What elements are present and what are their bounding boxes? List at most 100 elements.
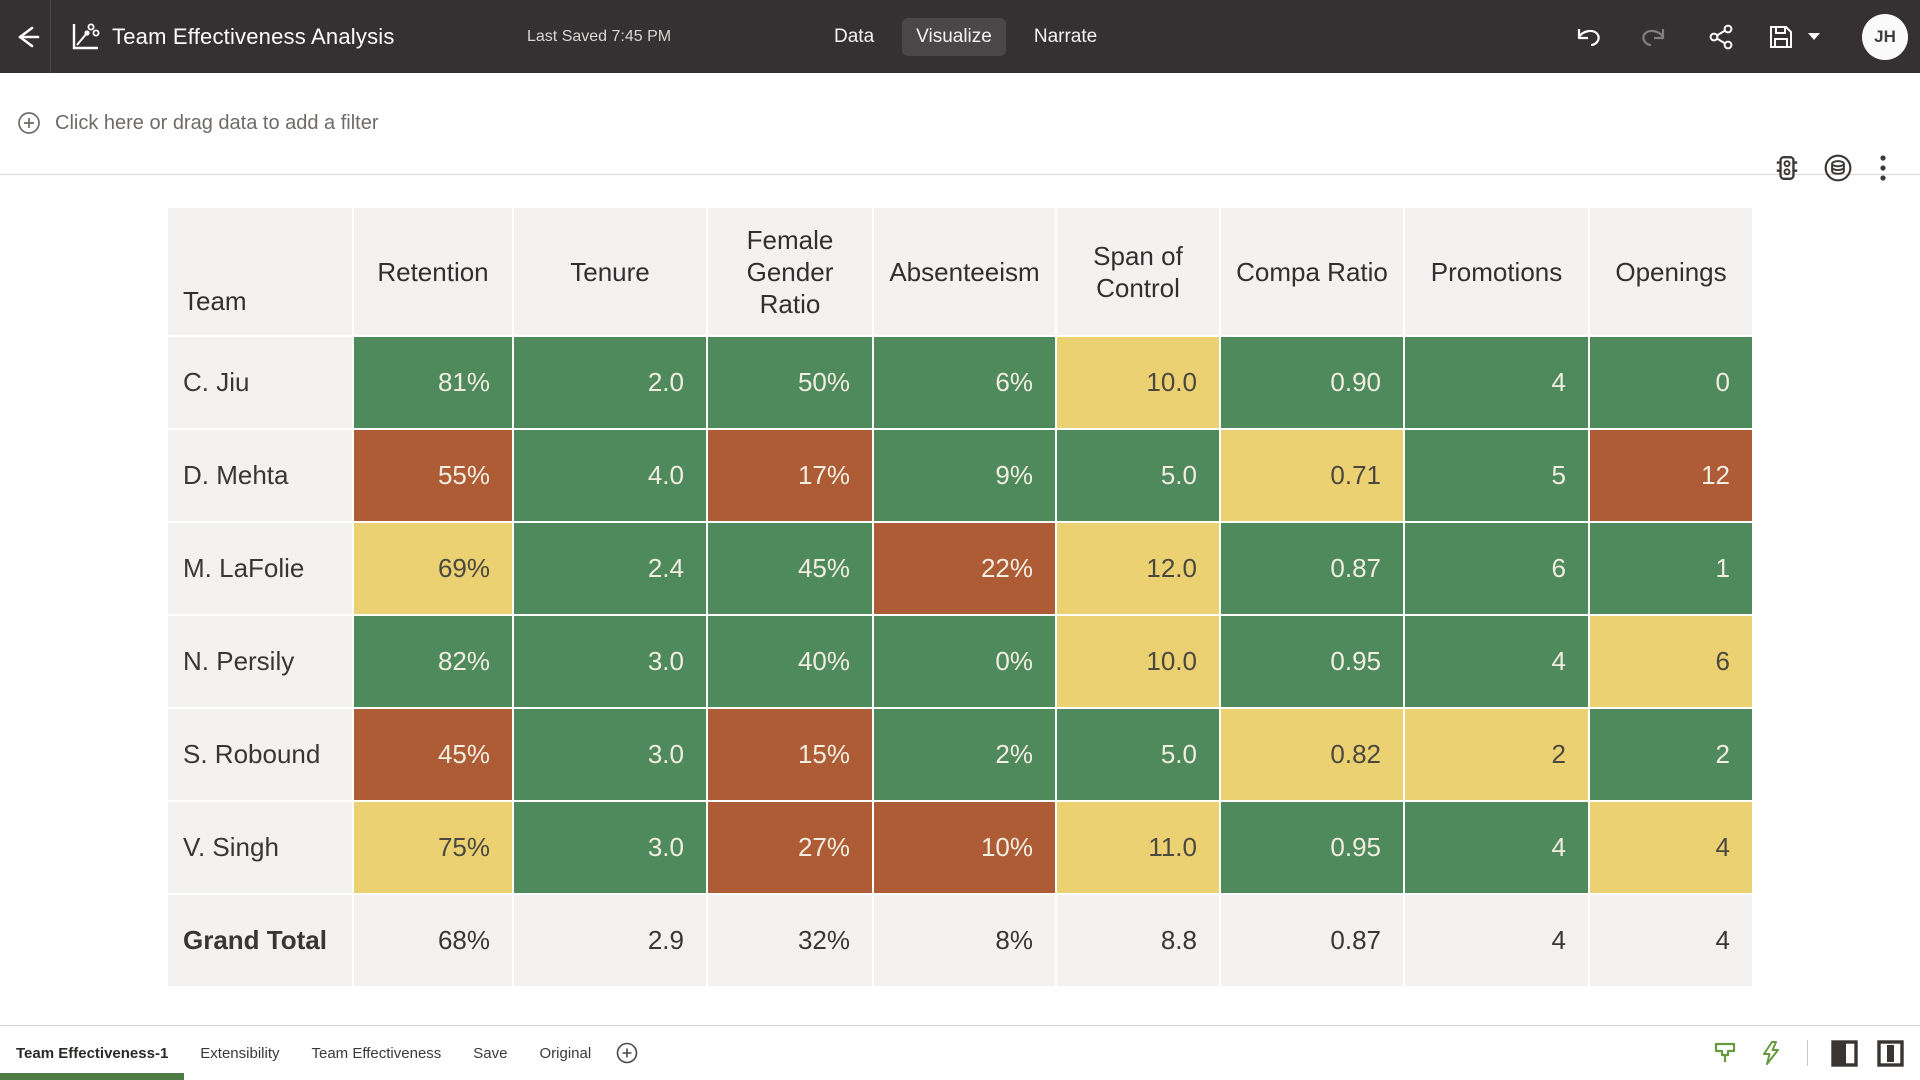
value-cell[interactable]: 2 bbox=[1590, 709, 1752, 800]
value-cell[interactable]: 40% bbox=[708, 616, 872, 707]
column-header[interactable]: Compa Ratio bbox=[1221, 208, 1403, 335]
value-cell[interactable]: 4.0 bbox=[514, 430, 706, 521]
canvas-tab[interactable]: Original bbox=[539, 1044, 592, 1062]
value-cell[interactable]: 2.0 bbox=[514, 337, 706, 428]
canvas-tab[interactable]: Team Effectiveness bbox=[311, 1044, 442, 1062]
column-header[interactable]: Absenteeism bbox=[874, 208, 1055, 335]
value-cell[interactable]: 0.71 bbox=[1221, 430, 1403, 521]
value-cell[interactable]: 2.4 bbox=[514, 523, 706, 614]
column-header[interactable]: Female Gender Ratio bbox=[708, 208, 872, 335]
value-cell[interactable]: 0.87 bbox=[1221, 523, 1403, 614]
visualization-status-icon bbox=[1776, 156, 1798, 180]
mode-tab-narrate[interactable]: Narrate bbox=[1033, 25, 1098, 47]
value-cell[interactable]: 4 bbox=[1405, 337, 1588, 428]
value-cell[interactable]: 5 bbox=[1405, 430, 1588, 521]
value-cell[interactable]: 2 bbox=[1405, 709, 1588, 800]
value-cell[interactable]: 9% bbox=[874, 430, 1055, 521]
canvas-tab[interactable]: Save bbox=[473, 1044, 508, 1062]
value-cell[interactable]: 12 bbox=[1590, 430, 1752, 521]
value-cell[interactable]: 12.0 bbox=[1057, 523, 1219, 614]
value-cell[interactable]: 81% bbox=[354, 337, 512, 428]
value-cell[interactable]: 10.0 bbox=[1057, 616, 1219, 707]
save-menu-button[interactable] bbox=[1800, 14, 1828, 60]
value-cell[interactable]: 0.95 bbox=[1221, 616, 1403, 707]
value-cell[interactable]: 27% bbox=[708, 802, 872, 893]
canvas-tab[interactable]: Extensibility bbox=[200, 1044, 280, 1062]
column-header[interactable]: Promotions bbox=[1405, 208, 1588, 335]
value-cell[interactable]: 45% bbox=[708, 523, 872, 614]
add-canvas-button[interactable] bbox=[607, 1026, 647, 1080]
mode-tabs: Data Visualize Narrate bbox=[820, 0, 1111, 73]
add-canvas-icon bbox=[616, 1042, 638, 1064]
data-refresh-button[interactable] bbox=[1821, 151, 1855, 185]
value-cell[interactable]: 6 bbox=[1590, 616, 1752, 707]
value-cell[interactable]: 55% bbox=[354, 430, 512, 521]
value-cell[interactable]: 4 bbox=[1405, 616, 1588, 707]
team-cell[interactable]: D. Mehta bbox=[168, 430, 352, 521]
brush-button[interactable] bbox=[1709, 1037, 1741, 1069]
last-saved-status: Last Saved 7:45 PM bbox=[527, 27, 672, 45]
value-cell[interactable]: 22% bbox=[874, 523, 1055, 614]
value-cell[interactable]: 82% bbox=[354, 616, 512, 707]
value-cell[interactable]: 5.0 bbox=[1057, 430, 1219, 521]
value-cell[interactable]: 0 bbox=[1590, 337, 1752, 428]
value-cell[interactable]: 3.0 bbox=[514, 802, 706, 893]
value-cell[interactable]: 6 bbox=[1405, 523, 1588, 614]
value-cell[interactable]: 11.0 bbox=[1057, 802, 1219, 893]
value-cell[interactable]: 15% bbox=[708, 709, 872, 800]
left-panel-toggle[interactable] bbox=[1828, 1037, 1860, 1069]
redo-button[interactable] bbox=[1632, 14, 1678, 60]
value-cell[interactable]: 3.0 bbox=[514, 616, 706, 707]
topbar-actions: JH bbox=[1564, 0, 1920, 73]
canvas-bar: Team Effectiveness-1 Extensibility Team Ef… bbox=[0, 1025, 1920, 1080]
value-cell[interactable]: 2% bbox=[874, 709, 1055, 800]
left-panel-toggle-icon bbox=[1830, 1039, 1858, 1067]
undo-icon bbox=[1577, 28, 1600, 46]
data-refresh-icon bbox=[1824, 154, 1852, 182]
value-cell[interactable]: 6% bbox=[874, 337, 1055, 428]
value-cell[interactable]: 0.95 bbox=[1221, 802, 1403, 893]
value-cell[interactable]: 50% bbox=[708, 337, 872, 428]
value-cell[interactable]: 4 bbox=[1405, 802, 1588, 893]
team-cell[interactable]: S. Robound bbox=[168, 709, 352, 800]
overflow-menu-button[interactable] bbox=[1872, 151, 1894, 185]
canvas-tab[interactable]: Team Effectiveness-1 bbox=[0, 1026, 185, 1080]
team-cell[interactable]: V. Singh bbox=[168, 802, 352, 893]
column-header[interactable]: Retention bbox=[354, 208, 512, 335]
visualization-status-button[interactable] bbox=[1770, 151, 1804, 185]
column-header[interactable]: Openings bbox=[1590, 208, 1752, 335]
value-cell[interactable]: 75% bbox=[354, 802, 512, 893]
value-cell[interactable]: 0.82 bbox=[1221, 709, 1403, 800]
right-panel-toggle[interactable] bbox=[1874, 1037, 1906, 1069]
value-cell[interactable]: 4 bbox=[1590, 802, 1752, 893]
value-cell[interactable]: 0% bbox=[874, 616, 1055, 707]
mode-tab-data[interactable]: Data bbox=[834, 25, 875, 47]
auto-apply-bolt-icon bbox=[1763, 1041, 1779, 1065]
team-cell[interactable]: M. LaFolie bbox=[168, 523, 352, 614]
auto-apply-button[interactable] bbox=[1755, 1037, 1787, 1069]
value-cell[interactable]: 10.0 bbox=[1057, 337, 1219, 428]
save-button[interactable] bbox=[1762, 14, 1800, 60]
canvas-bar-actions bbox=[1709, 1026, 1906, 1080]
avatar[interactable]: JH bbox=[1862, 13, 1908, 60]
value-cell[interactable]: 5.0 bbox=[1057, 709, 1219, 800]
value-cell[interactable]: 0.90 bbox=[1221, 337, 1403, 428]
column-header[interactable]: Tenure bbox=[514, 208, 706, 335]
add-filter-dropzone[interactable]: Click here or drag data to add a filter bbox=[17, 73, 379, 173]
value-cell[interactable]: 3.0 bbox=[514, 709, 706, 800]
value-cell[interactable]: 1 bbox=[1590, 523, 1752, 614]
mode-tab-visualize[interactable]: Visualize bbox=[902, 17, 1006, 56]
back-button[interactable] bbox=[0, 0, 50, 73]
share-button[interactable] bbox=[1698, 14, 1744, 60]
filterbar-actions bbox=[1770, 151, 1894, 185]
column-header[interactable]: Span of Control bbox=[1057, 208, 1219, 335]
value-cell[interactable]: 69% bbox=[354, 523, 512, 614]
team-cell[interactable]: C. Jiu bbox=[168, 337, 352, 428]
value-cell[interactable]: 45% bbox=[354, 709, 512, 800]
column-header-team[interactable]: Team bbox=[168, 208, 352, 335]
value-cell[interactable]: 17% bbox=[708, 430, 872, 521]
undo-button[interactable] bbox=[1564, 14, 1610, 60]
value-cell[interactable]: 10% bbox=[874, 802, 1055, 893]
canvas-tabs: Team Effectiveness-1 Extensibility Team Ef… bbox=[0, 1026, 647, 1080]
team-cell[interactable]: N. Persily bbox=[168, 616, 352, 707]
